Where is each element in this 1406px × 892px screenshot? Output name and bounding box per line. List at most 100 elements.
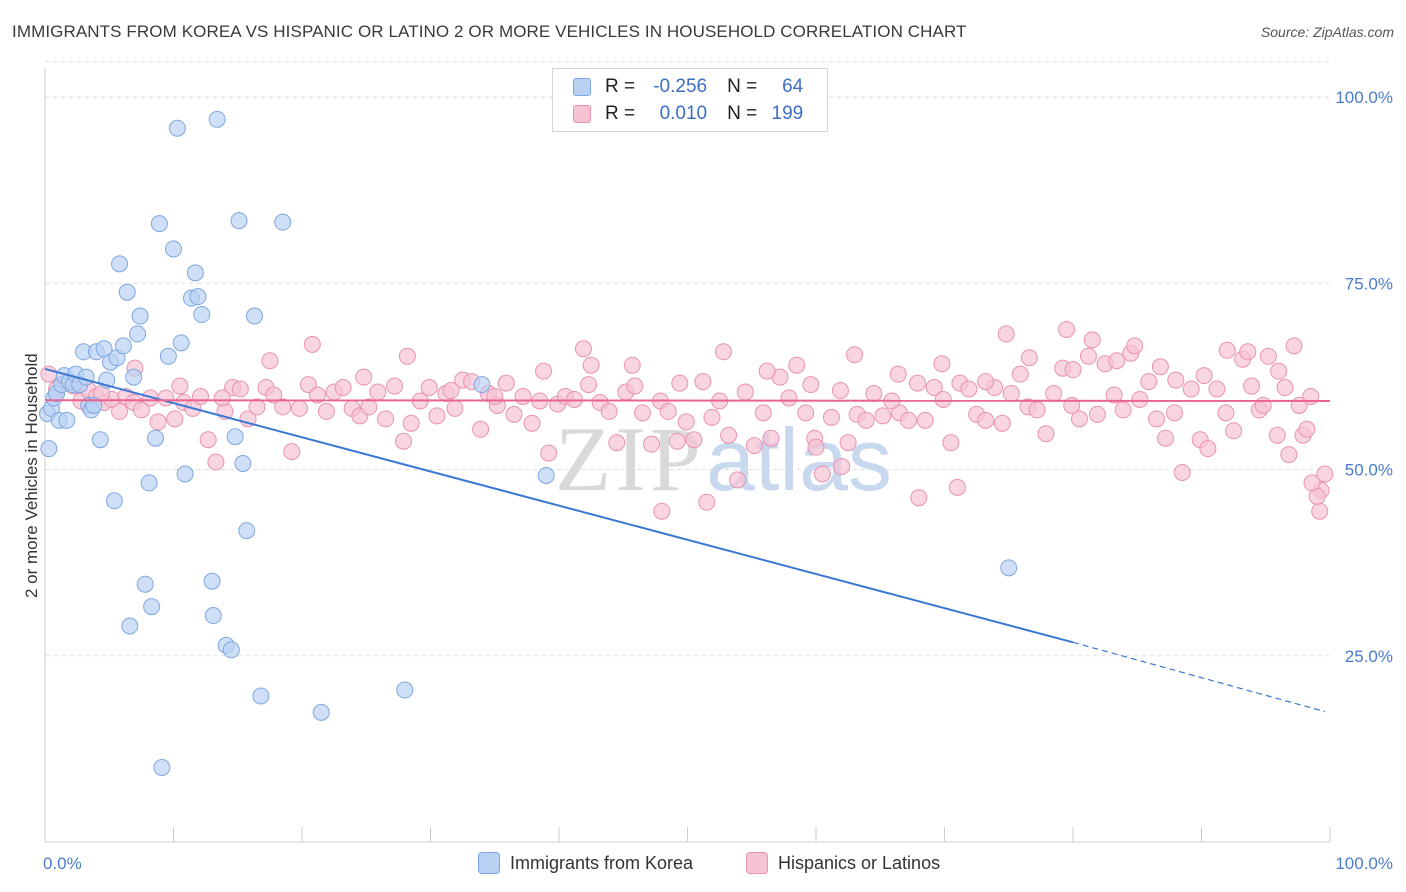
hispanic-point [472,420,490,438]
legend-r-value: 0.010 [659,103,708,124]
korea-point [147,429,165,447]
hispanic-point [1058,320,1076,338]
hispanic-point [523,414,541,432]
y-tick-label: 100.0% [1335,88,1393,107]
legend-item-korea[interactable]: Immigrants from Korea [478,852,693,874]
hispanic-point [653,502,671,520]
legend-row-korea: R = -0.256 N = 64 [553,74,803,100]
hispanic-point [942,434,960,452]
hispanic-point [355,368,373,386]
korea-point [274,213,292,231]
korea-point [111,255,129,273]
hispanic-point [535,362,553,380]
korea-legend-swatch [478,852,500,874]
korea-point [1000,559,1018,577]
korea-point [222,641,240,659]
hispanic-point [1303,474,1321,492]
korea-point [136,575,154,593]
hispanic-point [213,389,231,407]
hispanic-point [758,362,776,380]
hispanic-point [1167,371,1185,389]
korea-point [118,283,136,301]
hispanic-point [1173,463,1191,481]
hispanic-point [1270,362,1288,380]
hispanic-point [377,410,395,428]
hispanic-point [1218,341,1236,359]
hispanic-point [874,407,892,425]
hispanic-point [623,356,641,374]
hispanic-point [634,404,652,422]
hispanic-point [900,411,918,429]
korea-point [473,376,491,394]
hispanic-point [111,402,129,420]
hispanic-point [925,379,943,397]
hispanic-point [308,386,326,404]
korea-point [176,465,194,483]
legend-n-value: 199 [771,103,804,124]
hispanic-point [1285,337,1303,355]
hispanic-point [1131,390,1149,408]
korea-point [77,368,95,386]
korea-trend-extension [1072,641,1326,713]
hispanic-point [839,434,857,452]
hispanic-point [149,413,167,431]
hispanic-point [395,432,413,450]
hispanic-point [386,377,404,395]
korea-point [203,572,221,590]
legend-n-label: N = [727,103,758,124]
legend-label-hispanic: Hispanics or Latinos [778,852,941,873]
korea-point [40,440,58,458]
legend-n-value: 64 [782,76,804,97]
hispanic-point [486,387,504,405]
hispanic-point [540,444,558,462]
korea-trend-line [44,367,1074,644]
hispanic-point [948,478,966,496]
hispanic-point [1276,379,1294,397]
hispanic-point [166,410,184,428]
hispanic-trend-line [44,399,1331,402]
legend-n-label: N = [727,76,758,97]
hispanic-point [274,398,292,416]
hispanic-legend-swatch [746,852,768,874]
hispanic-point [1011,365,1029,383]
hispanic-point [831,382,849,400]
legend-row-hispanic: R = 0.010 N = 199 [553,101,803,127]
x-tick-label: 100.0% [1335,854,1393,873]
hispanic-point [1254,396,1272,414]
korea-swatch [573,78,591,96]
korea-point [58,411,76,429]
hispanic-point [1064,361,1082,379]
hispanic-point [977,373,995,391]
hispanic-point [582,356,600,374]
hispanic-point [1045,385,1063,403]
hispanic-point [1166,404,1184,422]
korea-point [168,119,186,137]
hispanic-point [1259,347,1277,365]
hispanic-point [698,493,716,511]
hispanic-point [1195,367,1213,385]
hispanic-point [157,389,175,407]
watermark-zip: ZIP [555,408,705,510]
hispanic-point [813,465,831,483]
hispanic-point [565,390,583,408]
korea-point [125,368,143,386]
hispanic-point [505,405,523,423]
hispanic-point [398,347,416,365]
chart-title: IMMIGRANTS FROM KOREA VS HISPANIC OR LAT… [12,22,967,41]
hispanic-point [1182,380,1200,398]
hispanic-point [497,374,515,392]
hispanic-point [600,402,618,420]
hispanic-point [703,408,721,426]
hispanic-point [993,414,1011,432]
hispanic-point [446,399,464,417]
korea-point [204,607,222,625]
korea-point [105,492,123,510]
hispanic-point [199,431,217,449]
korea-point [245,307,263,325]
hispanic-point [910,489,928,507]
hispanic-point [40,365,58,383]
hispanic-point [1037,425,1055,443]
legend-item-hispanic[interactable]: Hispanics or Latinos [746,852,940,874]
hispanic-point [807,438,825,456]
